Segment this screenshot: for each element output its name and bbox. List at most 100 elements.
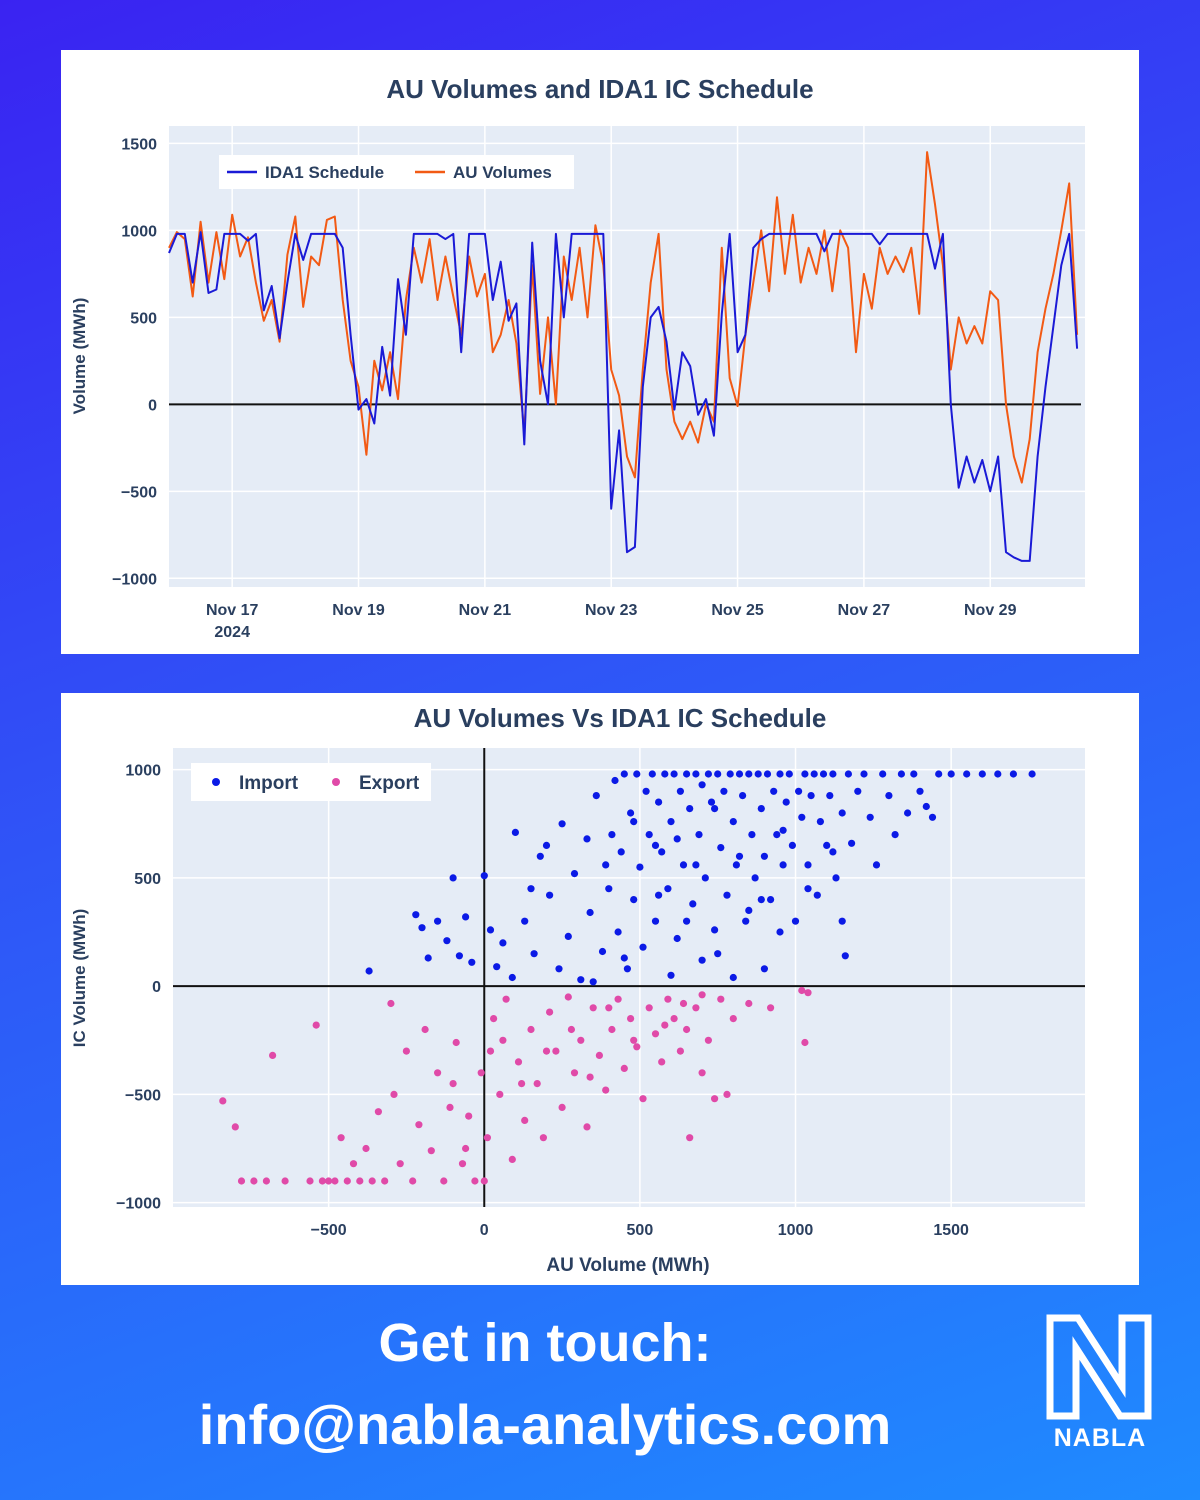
import-point xyxy=(826,792,834,800)
import-point xyxy=(848,839,856,847)
import-point xyxy=(546,891,554,899)
import-point xyxy=(735,770,744,778)
import-point xyxy=(1009,770,1018,778)
export-point xyxy=(620,1064,628,1072)
export-point xyxy=(415,1121,423,1129)
import-point xyxy=(751,874,759,882)
legend-ida1-label: IDA1 Schedule xyxy=(265,163,384,182)
import-point xyxy=(804,885,812,893)
export-point xyxy=(421,1025,429,1034)
import-point xyxy=(620,954,628,962)
import-point xyxy=(658,848,666,856)
y-tick-label: 1500 xyxy=(121,136,157,153)
import-point xyxy=(642,787,650,795)
y-tick-label: −500 xyxy=(125,1087,161,1104)
export-point xyxy=(767,1004,775,1012)
import-point xyxy=(570,870,579,878)
import-point xyxy=(801,770,809,778)
export-point xyxy=(608,1025,616,1034)
x-tick-label: 0 xyxy=(480,1222,489,1239)
import-point xyxy=(745,770,753,778)
export-point xyxy=(409,1177,417,1185)
import-point xyxy=(860,770,868,778)
import-point xyxy=(673,835,681,843)
import-point xyxy=(651,917,660,925)
x-tick-label: 500 xyxy=(627,1222,654,1239)
x-tick-year-label: 2024 xyxy=(214,624,250,641)
import-point xyxy=(807,792,815,800)
export-point xyxy=(804,989,812,997)
export-point xyxy=(387,999,395,1008)
export-point xyxy=(356,1177,364,1185)
export-point xyxy=(262,1177,270,1185)
export-point xyxy=(664,995,672,1003)
import-point xyxy=(711,926,719,934)
y-tick-label: 0 xyxy=(148,397,157,414)
import-point xyxy=(620,770,628,778)
import-point xyxy=(785,770,793,778)
export-point xyxy=(446,1103,454,1111)
export-point xyxy=(269,1051,277,1059)
export-point xyxy=(614,995,622,1003)
import-point xyxy=(670,770,678,778)
import-point xyxy=(655,798,663,806)
line-chart-legend[interactable]: IDA1 Schedule AU Volumes xyxy=(219,155,574,189)
x-tick-label: Nov 19 xyxy=(332,602,385,619)
scatter-chart-plot-area xyxy=(173,748,1085,1207)
export-point xyxy=(521,1116,529,1124)
y-tick-label: −1000 xyxy=(112,571,157,588)
x-tick-label: Nov 23 xyxy=(585,602,638,619)
legend-import-label: Import xyxy=(239,773,299,794)
import-point xyxy=(555,965,563,973)
import-point xyxy=(673,934,681,943)
logo-label: NABLA xyxy=(1053,1424,1147,1452)
export-point xyxy=(480,1177,488,1185)
import-point xyxy=(499,939,507,947)
import-point xyxy=(630,896,638,904)
export-point xyxy=(676,1047,685,1055)
line-chart-title: AU Volumes and IDA1 IC Schedule xyxy=(386,74,813,104)
import-point xyxy=(922,802,930,811)
import-point xyxy=(667,971,675,979)
export-point xyxy=(564,993,572,1001)
import-point xyxy=(689,900,697,908)
export-point xyxy=(362,1144,370,1153)
nabla-logo-icon xyxy=(1046,1314,1152,1420)
contact-email-link[interactable]: info@nabla-analytics.com xyxy=(198,1393,892,1456)
import-point xyxy=(795,787,803,795)
import-point xyxy=(714,950,722,958)
import-point xyxy=(707,798,716,806)
import-point xyxy=(542,841,551,849)
export-point xyxy=(381,1177,389,1185)
legend-au-label: AU Volumes xyxy=(453,163,552,182)
import-point xyxy=(480,872,488,880)
import-point xyxy=(723,891,731,899)
export-point xyxy=(692,1004,700,1012)
import-point xyxy=(468,958,476,966)
export-point xyxy=(670,1015,678,1023)
export-point xyxy=(651,1030,660,1038)
import-point xyxy=(667,818,675,826)
export-point xyxy=(337,1134,345,1142)
export-point xyxy=(552,1047,560,1055)
scatter-chart-x-axis-label: AU Volume (MWh) xyxy=(546,1255,709,1276)
import-point xyxy=(486,926,495,934)
export-point xyxy=(570,1069,579,1077)
import-point xyxy=(602,861,610,869)
y-tick-label: 0 xyxy=(152,979,161,996)
export-point xyxy=(402,1047,410,1055)
export-point xyxy=(390,1090,398,1098)
export-point xyxy=(349,1160,358,1168)
import-point xyxy=(866,813,874,821)
import-point xyxy=(655,891,663,899)
import-point xyxy=(695,831,703,839)
import-point xyxy=(617,848,625,856)
scatter-chart-legend[interactable]: Import Export xyxy=(191,763,431,801)
line-chart-y-axis-label: Volume (MWh) xyxy=(70,298,89,415)
import-point xyxy=(978,770,986,778)
import-point xyxy=(963,770,971,778)
export-point xyxy=(567,1025,575,1034)
import-point xyxy=(614,928,622,936)
import-point xyxy=(558,820,566,828)
x-tick-label: Nov 25 xyxy=(711,602,764,619)
